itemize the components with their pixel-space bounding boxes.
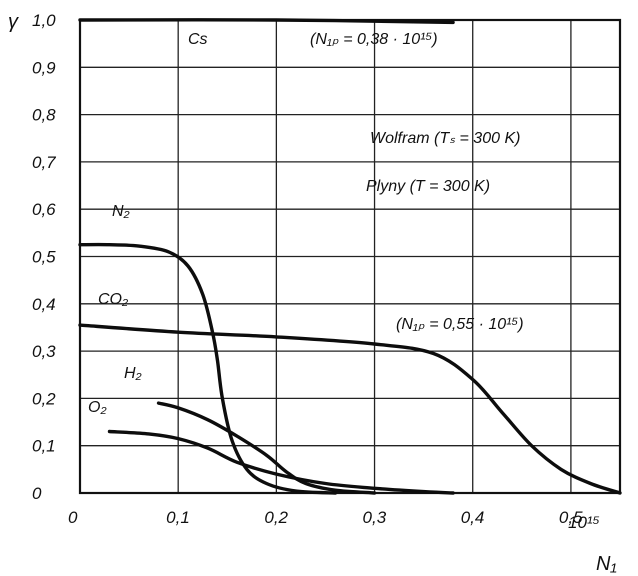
- x-tick-label: 0,1: [166, 508, 190, 527]
- y-tick-label: 0,4: [32, 295, 56, 314]
- series-label-cs: Cs: [188, 31, 208, 48]
- curve-cs: [78, 18, 455, 25]
- y-tick-label: 0,6: [32, 200, 56, 219]
- y-tick-label: 0,1: [32, 437, 56, 456]
- y-tick-label: 0,8: [32, 106, 56, 125]
- y-axis-label: γ: [8, 11, 19, 33]
- curve-o2: [107, 429, 455, 495]
- x-axis-label: N₁: [596, 553, 617, 575]
- y-tick-label: 0,9: [32, 58, 56, 77]
- data-curves: [78, 18, 622, 495]
- series-label-co2: CO₂: [98, 291, 128, 308]
- y-tick-label: 1,0: [32, 11, 56, 30]
- chart-grid: [80, 20, 620, 493]
- series-label-n2: N₂: [112, 203, 130, 220]
- annotation-wolfram: Wolfram (Tₛ = 300 K): [370, 130, 520, 147]
- tick-labels: 0 0,1 0,2 0,3 0,4 0,5 0 0,1 0,2 0,3 0,4 0,5 0,6 0,7 0,…: [32, 11, 583, 527]
- y-tick-label: 0,3: [32, 342, 56, 361]
- x-axis-unit: 10¹⁵: [568, 513, 600, 532]
- y-tick-label: 0,7: [32, 153, 56, 172]
- x-tick-label: 0,3: [363, 508, 387, 527]
- x-tick-label: 0,5: [559, 508, 583, 527]
- y-tick-label: 0,5: [32, 248, 56, 267]
- x-tick-label: 0,4: [461, 508, 485, 527]
- y-tick-label: 0: [32, 484, 42, 503]
- annotation-plyny: Plyny (T = 300 K): [366, 178, 490, 195]
- x-tick-label: 0,2: [264, 508, 288, 527]
- cs-saturation-note: (N₁ₚ = 0,38 · 10¹⁵): [310, 31, 438, 48]
- annotation-co2-saturation: (N₁ₚ = 0,55 · 10¹⁵): [396, 316, 524, 333]
- curve-h2: [156, 401, 377, 495]
- x-tick-label: 0: [68, 508, 78, 527]
- curve-co2: [78, 323, 622, 495]
- y-tick-label: 0,2: [32, 389, 56, 408]
- series-label-h2: H₂: [124, 365, 142, 382]
- curve-n2: [78, 242, 337, 495]
- series-label-o2: O₂: [88, 399, 107, 416]
